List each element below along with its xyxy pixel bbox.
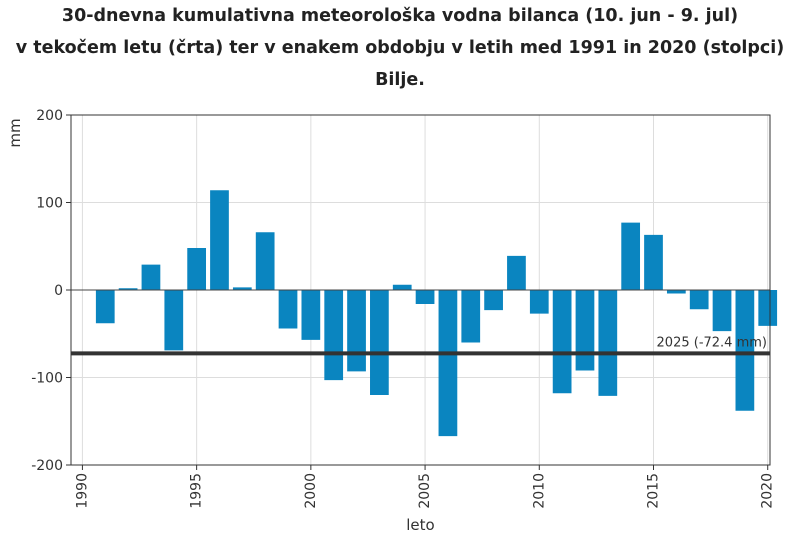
- bar: [278, 290, 298, 329]
- x-tick-label: 2010: [531, 473, 547, 509]
- bar: [324, 290, 344, 381]
- bar: [415, 290, 435, 304]
- x-tick-label: 2000: [303, 473, 319, 509]
- y-axis-ticks: -200 -100 0 100 200: [31, 108, 71, 474]
- chart-title-line-1: 30-dnevna kumulativna meteorološka vodna…: [61, 6, 739, 26]
- bars: [95, 190, 778, 437]
- bar: [758, 290, 778, 326]
- y-tick-label: -100: [31, 371, 63, 387]
- x-axis-ticks: 1990 1995 2000 2005 2010 2015 2020: [74, 465, 776, 509]
- bar: [370, 290, 389, 395]
- chart-title-line-2: v tekočem letu (črta) ter v enakem obdob…: [15, 38, 785, 58]
- bar: [301, 290, 321, 340]
- bar: [507, 255, 526, 290]
- bar: [575, 290, 595, 371]
- bar: [141, 264, 161, 290]
- bar: [484, 290, 503, 311]
- x-axis-label: leto: [406, 516, 434, 534]
- bar: [95, 290, 115, 324]
- y-axis-label: mm: [6, 118, 24, 147]
- bar: [118, 288, 138, 290]
- x-tick-label: 1995: [189, 473, 205, 509]
- bar: [461, 290, 481, 343]
- bar: [187, 248, 207, 290]
- x-tick-label: 2015: [646, 473, 662, 509]
- bar: [552, 290, 572, 394]
- bar: [164, 290, 184, 351]
- y-tick-label: 200: [36, 108, 63, 124]
- y-tick-label: 0: [54, 283, 63, 299]
- bar: [210, 190, 229, 290]
- bar: [621, 222, 641, 290]
- x-tick-label: 2020: [760, 473, 776, 509]
- bar: [347, 290, 366, 372]
- bar: [644, 234, 663, 290]
- bar: [438, 290, 458, 437]
- bar: [712, 290, 732, 332]
- bar: [598, 290, 618, 396]
- bar: [689, 290, 709, 310]
- x-tick-label: 1990: [74, 473, 90, 509]
- y-tick-label: 100: [36, 196, 63, 212]
- reference-line-label: 2025 (-72.4 mm): [657, 335, 767, 350]
- bar: [255, 232, 275, 290]
- y-tick-label: -200: [31, 458, 63, 474]
- bar: [392, 284, 412, 290]
- bar: [232, 287, 252, 290]
- chart-title-line-3: Bilje.: [375, 70, 425, 90]
- bar: [735, 290, 755, 411]
- bar: [529, 290, 549, 314]
- bar: [666, 290, 686, 294]
- x-tick-label: 2005: [417, 473, 433, 509]
